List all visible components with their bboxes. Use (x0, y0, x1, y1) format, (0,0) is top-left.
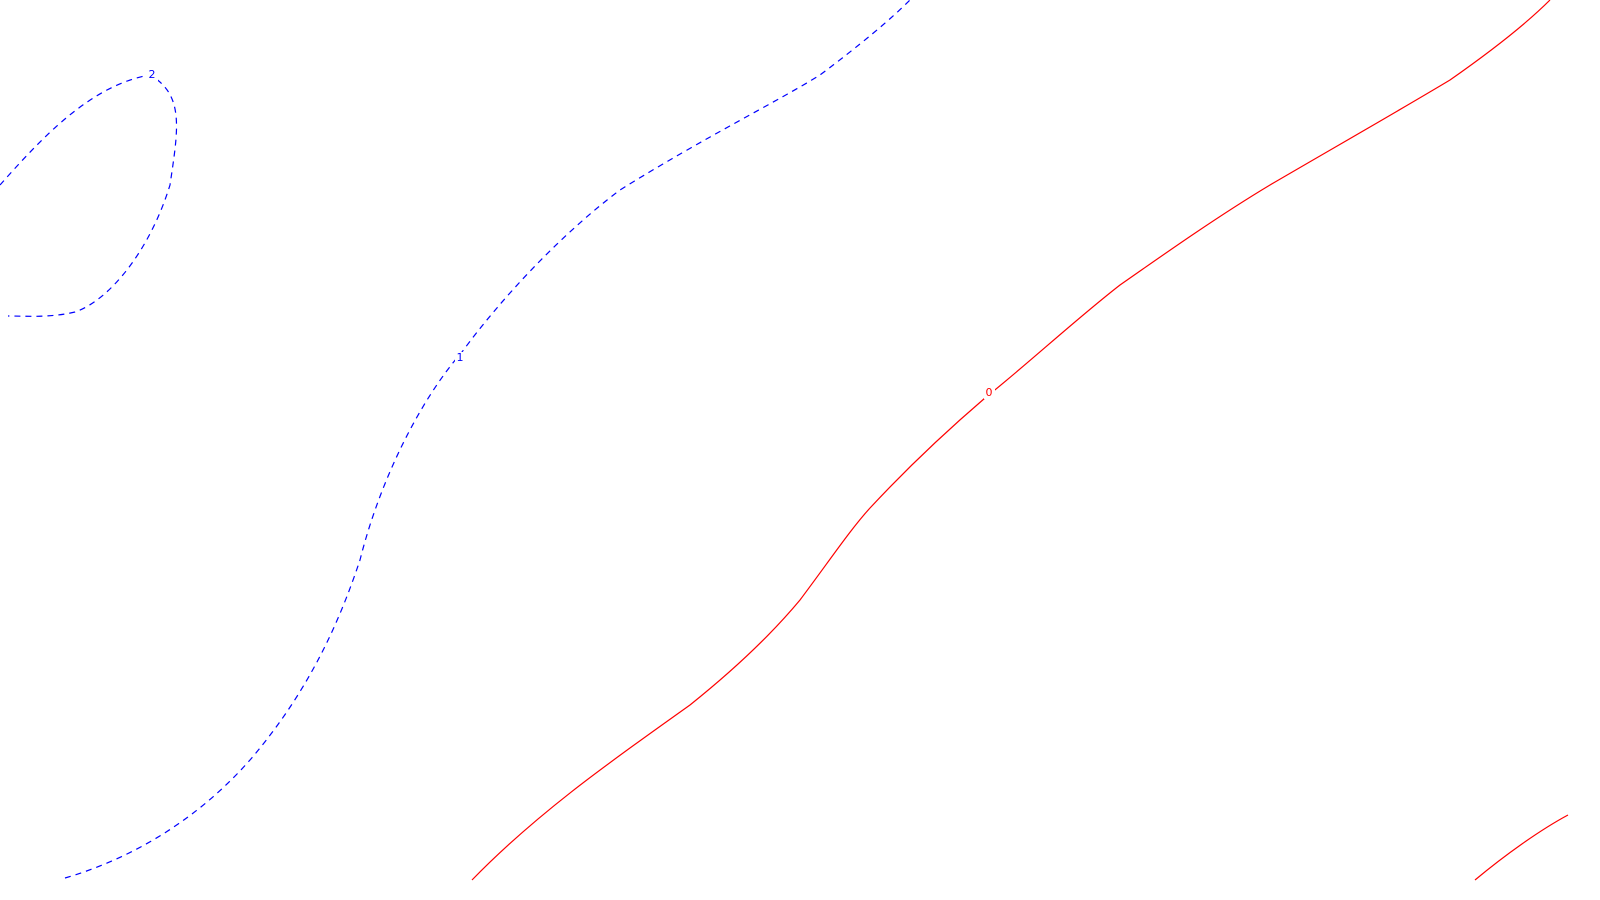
contour-label-bg-1 (147, 69, 158, 81)
contour-label-2: 1 (457, 351, 464, 364)
contour-label-3: 0 (986, 386, 993, 399)
contour-lines: 2 1 0 (0, 0, 1569, 881)
contour-line-1 (0, 74, 178, 317)
contour-line-2 (64, 0, 911, 879)
contour-line-4 (1474, 814, 1569, 881)
contour-label-bg-3 (984, 387, 995, 399)
contour-label-bg-2 (455, 352, 466, 364)
contour-label-1: 2 (149, 68, 156, 81)
